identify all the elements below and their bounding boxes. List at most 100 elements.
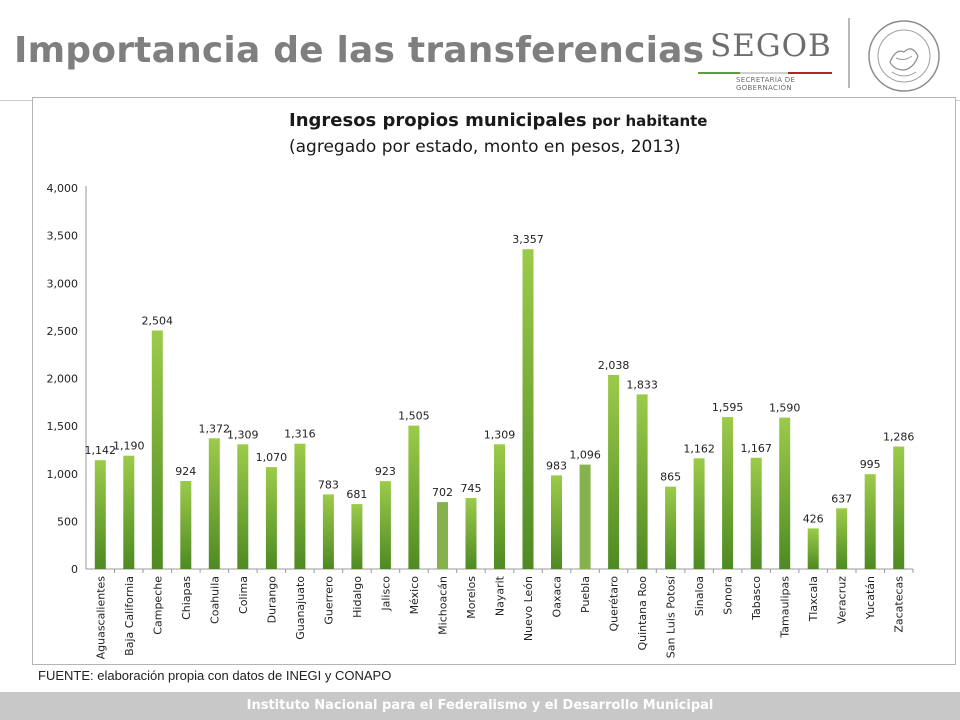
- x-tick-label: Michoacán: [437, 576, 450, 635]
- y-tick-label: 3,000: [47, 277, 79, 290]
- data-label: 1,309: [484, 428, 516, 441]
- x-tick-label: Guanajuato: [294, 576, 307, 640]
- y-tick-label: 2,000: [47, 373, 79, 386]
- bar: [379, 481, 391, 569]
- bar: [180, 481, 192, 569]
- bar: [750, 457, 762, 569]
- chart-frame: Ingresos propios municipales por habitan…: [32, 97, 956, 665]
- y-tick-label: 4,000: [47, 182, 79, 195]
- y-tick-label: 500: [57, 515, 78, 528]
- x-tick-label: Coahuila: [208, 576, 221, 624]
- data-label: 426: [803, 512, 824, 525]
- x-tick-label: Jalisco: [379, 576, 392, 612]
- bar: [494, 444, 505, 569]
- x-tick-label: Zacatecas: [893, 576, 906, 633]
- x-tick-label: Durango: [265, 576, 278, 624]
- bar: [522, 249, 534, 569]
- x-tick-label: Guerrero: [322, 576, 335, 625]
- data-label: 1,595: [712, 401, 744, 414]
- data-label: 923: [375, 465, 396, 478]
- x-tick-label: Nayarit: [494, 575, 507, 616]
- bar-chart: 0 500 1,000 1,500 2,000 2,500 3,000 3,500 4,000 1…: [47, 182, 915, 660]
- y-tick-label: 1,500: [47, 420, 79, 433]
- x-tick-label: Aguascalientes: [94, 576, 107, 660]
- x-tick-label: Campeche: [151, 576, 164, 635]
- data-label: 1,505: [398, 410, 430, 423]
- data-label: 1,590: [769, 402, 801, 415]
- x-tick-label: Quintana Roo: [636, 576, 649, 651]
- x-tick-label: Hidalgo: [351, 576, 364, 618]
- bar: [836, 508, 848, 569]
- footer-bar: Instituto Nacional para el Federalismo y…: [0, 692, 960, 720]
- data-label: 1,833: [626, 378, 658, 391]
- x-tick-label: Colima: [237, 576, 250, 614]
- y-tick-label: 1,000: [47, 468, 79, 481]
- bar: [893, 446, 905, 569]
- data-label: 983: [546, 459, 567, 472]
- data-label: 2,504: [142, 315, 174, 328]
- bar: [693, 458, 705, 569]
- data-label: 745: [461, 482, 482, 495]
- source-note: FUENTE: elaboración propia con datos de …: [38, 668, 392, 683]
- logo-divider: [848, 18, 850, 88]
- bar: [151, 330, 163, 569]
- x-tick-label: Tlaxcala: [807, 576, 820, 622]
- data-label: 1,162: [683, 442, 715, 455]
- y-tick-label: 2,500: [47, 325, 79, 338]
- bar: [237, 444, 249, 569]
- x-tick-label: Yucatán: [864, 576, 877, 620]
- national-seal-icon: [868, 20, 940, 92]
- data-label: 1,309: [227, 428, 258, 441]
- x-tick-label: Puebla: [579, 576, 592, 613]
- chart-subtitle: (agregado por estado, monto en pesos, 20…: [289, 137, 681, 157]
- bar: [551, 475, 562, 569]
- bar: [465, 498, 477, 569]
- x-tick-label: Nuevo León: [522, 576, 535, 641]
- bar: [579, 464, 591, 569]
- bar: [208, 438, 220, 569]
- x-tick-label: Baja California: [123, 576, 136, 656]
- bar: [351, 504, 363, 569]
- data-label: 1,096: [569, 449, 601, 462]
- bar: [294, 443, 306, 569]
- y-tick-label: 0: [71, 563, 78, 576]
- data-label: 783: [318, 478, 339, 491]
- x-tick-label: San Luis Potosí: [665, 575, 678, 658]
- segob-logo: SEGOB SECRETARÍA DE GOBERNACIÓN: [690, 18, 950, 98]
- segob-color-rule: [698, 72, 832, 74]
- data-label: 681: [346, 488, 367, 501]
- x-tick-label: Chiapas: [180, 576, 193, 620]
- bar: [636, 394, 648, 569]
- x-tick-label: Veracruz: [836, 576, 849, 624]
- data-label: 1,070: [256, 451, 288, 464]
- data-label: 1,167: [740, 442, 772, 455]
- data-label: 2,038: [598, 359, 630, 372]
- segob-wordmark: SEGOB: [710, 28, 832, 64]
- x-tick-label: Sonora: [722, 576, 735, 615]
- data-label: 1,372: [199, 422, 231, 435]
- data-label: 995: [860, 458, 881, 471]
- data-label: 637: [831, 492, 852, 505]
- bar: [779, 417, 791, 569]
- bar: [408, 425, 420, 569]
- x-tick-label: Morelos: [465, 576, 478, 619]
- slide-title: Importancia de las transferencias: [14, 30, 705, 71]
- bar: [864, 474, 876, 569]
- bar: [123, 455, 135, 569]
- x-tick-label: Tamaulipas: [779, 576, 792, 639]
- bar: [608, 374, 620, 569]
- x-tick-label: Querétaro: [608, 576, 621, 632]
- data-label: 3,357: [512, 233, 544, 246]
- segob-subtitle: SECRETARÍA DE GOBERNACIÓN: [736, 76, 796, 92]
- y-tick-label: 3,500: [47, 230, 79, 243]
- bar: [322, 494, 334, 569]
- x-tick-label: México: [408, 576, 421, 615]
- chart-title: Ingresos propios municipales por habitan…: [289, 110, 708, 131]
- bar: [437, 502, 448, 569]
- data-label: 1,142: [85, 444, 117, 457]
- bar: [665, 486, 677, 569]
- bar: [807, 528, 819, 569]
- data-label: 924: [175, 465, 196, 478]
- data-label: 1,316: [284, 428, 316, 441]
- x-tick-label: Oaxaca: [551, 576, 564, 617]
